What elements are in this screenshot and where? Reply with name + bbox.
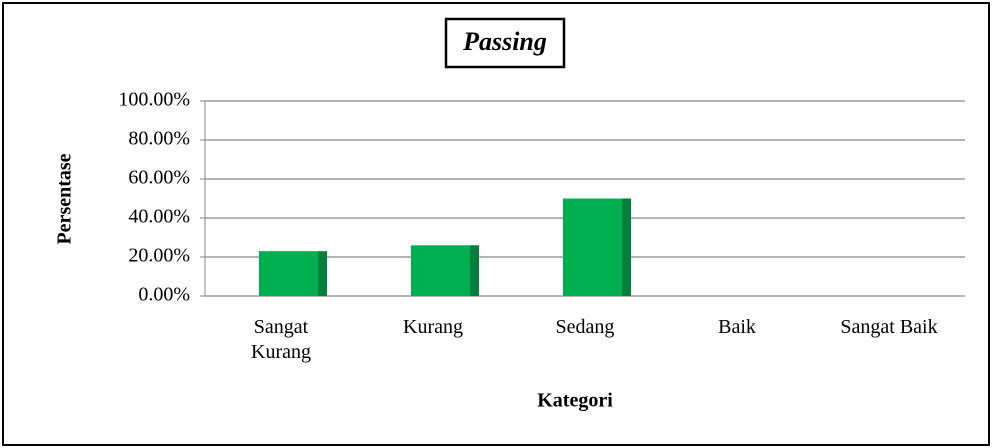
y-tick-label: 60.00% <box>128 167 190 189</box>
bar-front <box>259 251 318 296</box>
x-tick-label: Kurang <box>403 316 463 338</box>
bar-side <box>470 245 479 296</box>
chart-title: Passing <box>462 27 547 56</box>
bar <box>259 251 327 296</box>
bar-front <box>563 198 622 296</box>
x-tick-label: Baik <box>718 316 756 338</box>
x-tick-label: Sangat Kurang <box>251 316 311 363</box>
y-tick-label: 20.00% <box>128 245 190 267</box>
bar-side <box>622 198 631 296</box>
x-tick-label: Sangat Baik <box>840 316 938 338</box>
y-tick-label: 80.00% <box>128 128 190 150</box>
x-tick-label: Sedang <box>555 316 615 338</box>
y-tick-label: 40.00% <box>128 206 190 228</box>
y-tick-label: 100.00% <box>118 89 190 111</box>
bar-side <box>318 251 327 296</box>
y-axis-label: Persentase <box>54 153 76 244</box>
x-axis-label: Kategori <box>537 390 613 412</box>
bar <box>563 198 631 296</box>
bar <box>411 245 479 296</box>
bar-front <box>411 245 470 296</box>
title-box <box>444 17 566 69</box>
y-tick-label: 0.00% <box>138 284 190 306</box>
